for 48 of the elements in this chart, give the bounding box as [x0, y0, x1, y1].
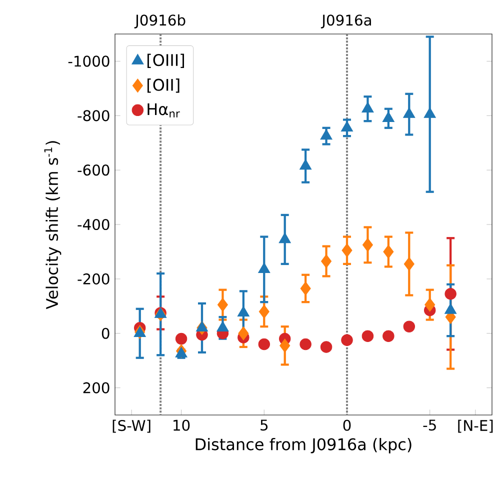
point: [424, 298, 436, 312]
y-tick-label: 200: [83, 382, 110, 394]
y-tick-label: -400: [78, 218, 110, 230]
x-tick-label: [S-W]: [112, 420, 150, 433]
point: [175, 332, 188, 345]
point: [258, 304, 270, 319]
y-tick-label: -800: [78, 110, 110, 122]
point: [341, 334, 353, 346]
point: [300, 282, 311, 296]
point: [320, 341, 332, 353]
x-tick-label: 5: [260, 420, 268, 431]
point: [321, 254, 332, 268]
point: [424, 107, 436, 118]
x-tick-label: 0: [343, 420, 351, 431]
point: [278, 232, 291, 244]
point: [300, 338, 312, 350]
y-tick-label: 0: [102, 328, 110, 339]
point: [300, 159, 312, 170]
y-axis-title: Velocity shift (km s$^{-1}$): [44, 141, 62, 310]
point: [403, 107, 416, 118]
point: [362, 238, 373, 252]
point: [342, 243, 352, 258]
point: [404, 257, 414, 271]
y-tick-label: -200: [78, 273, 110, 284]
x-tick-label: [N-E]: [458, 420, 493, 433]
point: [217, 298, 228, 312]
legend-label: [OIII]: [148, 54, 184, 68]
point: [362, 330, 374, 342]
x-tick-label: -5: [423, 420, 436, 431]
point: [258, 338, 270, 350]
point: [238, 326, 249, 340]
point: [362, 102, 374, 112]
y-tick-label: -600: [78, 164, 110, 176]
point: [382, 330, 394, 342]
legend-label: [OII]: [148, 78, 180, 93]
point: [258, 262, 270, 274]
point: [237, 306, 250, 317]
y-tick-label: -1000: [68, 56, 110, 67]
point: [403, 320, 416, 332]
ref-line-label: J0916b: [134, 14, 186, 28]
x-tick-label: 10: [174, 420, 190, 431]
point: [383, 244, 394, 259]
point: [444, 288, 456, 300]
ref-line-label: J0916a: [320, 14, 371, 28]
legend-label: Hα$_{nr}$: [148, 103, 180, 118]
point: [382, 111, 394, 122]
x-axis-title: Distance from J0916a (kpc): [196, 438, 412, 454]
point: [280, 338, 290, 353]
